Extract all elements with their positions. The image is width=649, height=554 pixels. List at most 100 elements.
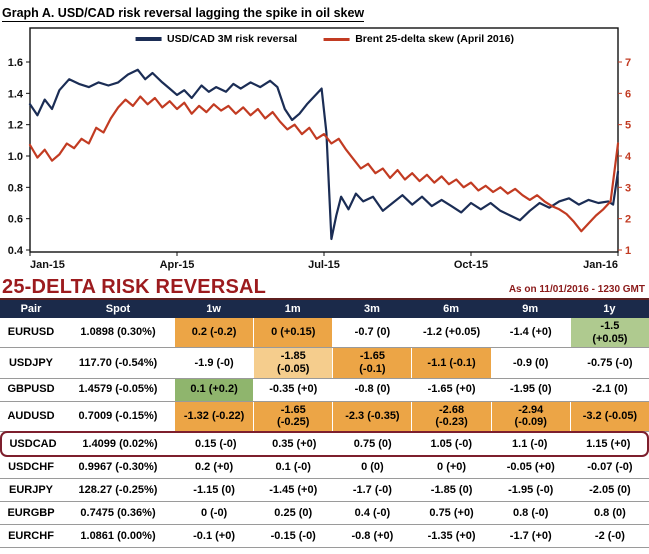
table-row-audusd[interactable]: AUDUSD 0.7009 (-0.15%) -1.32 (-0.22) -1.65 … [0, 401, 649, 432]
svg-text:Oct-15: Oct-15 [454, 259, 488, 271]
value-cell-6m: 0 (+0) [411, 455, 490, 478]
svg-text:Jan-15: Jan-15 [30, 259, 65, 271]
svg-text:5: 5 [625, 120, 631, 132]
table-row-eurchf[interactable]: EURCHF 1.0861 (0.00%) -0.1 (+0) -0.15 (-0) -… [0, 524, 649, 548]
value-cell-9m: -1.4 (+0) [490, 318, 570, 348]
brent-line-swatch-icon [323, 37, 350, 41]
value-cell-1w: -1.15 (0) [174, 478, 253, 501]
value-cell-9m: -1.7 (+0) [490, 524, 570, 547]
value-cell-6m: 0.75 (+0) [411, 501, 490, 524]
table-row-eurgbp[interactable]: EURGBP 0.7475 (0.36%) 0 (-0) 0.25 (0) 0.4 (-… [0, 501, 649, 525]
value-cell-1m: -1.65 (-0.25) [253, 401, 333, 431]
spot-cell: 1.4099 (0.02%) [82, 437, 158, 450]
value-cell-1w: 0.2 (+0) [174, 455, 253, 478]
svg-text:1.0: 1.0 [8, 151, 23, 163]
value-cell-3m: 0 (0) [332, 455, 411, 478]
section-header: 25-DELTA RISK REVERSAL As on 11/01/2016 … [0, 272, 649, 300]
usdcad-line-swatch-icon [135, 37, 162, 41]
legend-item-brent-skew: Brent 25-delta skew (April 2016) [323, 33, 514, 45]
value-cell-3m: -0.8 (0) [332, 378, 411, 401]
table-row-eurusd[interactable]: EURUSD 1.0898 (0.30%) 0.2 (-0.2) 0 (+0.15) -… [0, 318, 649, 349]
graph-title: Graph A. USD/CAD risk reversal lagging t… [2, 6, 365, 22]
svg-text:1.4: 1.4 [8, 88, 24, 100]
pair-cell: USDJPY [8, 356, 54, 369]
column-header-1m: 1m [284, 303, 301, 315]
value-cell-3m: -0.8 (+0) [332, 524, 411, 547]
pair-cell: AUDUSD [7, 409, 55, 422]
value-cell-1y: -2.05 (0) [569, 478, 649, 501]
spot-cell: 117.70 (-0.54%) [78, 356, 158, 369]
spot-cell: 0.9967 (-0.30%) [78, 460, 158, 473]
value-cell-3m: -2.3 (-0.35) [332, 401, 412, 431]
value-cell-1y: -1.5 (+0.05) [569, 318, 649, 348]
value-cell-1m: -0.35 (+0) [253, 378, 332, 401]
value-cell-1m: 0.35 (+0) [254, 432, 334, 455]
spot-cell: 128.27 (-0.25%) [78, 483, 158, 496]
svg-text:0.8: 0.8 [8, 182, 23, 194]
value-cell-1w: -1.9 (-0) [174, 348, 253, 378]
value-cell-3m: -1.7 (-0) [332, 478, 411, 501]
value-cell-3m: -0.7 (0) [332, 318, 411, 348]
value-cell-1y: -2 (-0) [569, 524, 649, 547]
column-header-1y: 1y [603, 303, 616, 315]
svg-text:0.4: 0.4 [8, 245, 24, 257]
risk-reversal-table: Pair Spot 1w 1m 3m 6m 9m 1y EURUSD 1.0898 (0.30%… [0, 300, 649, 548]
chart-svg: 0.4 0.6 0.8 1.0 1.2 1.4 1.6 1 2 3 4 5 6 7 Jan-15 Apr-15… [8, 27, 632, 271]
section-title: 25-DELTA RISK REVERSAL [2, 276, 267, 298]
spot-cell: 0.7475 (0.36%) [80, 506, 156, 519]
value-cell-6m: -1.65 (+0) [411, 378, 490, 401]
value-cell-6m: -1.2 (+0.05) [411, 318, 490, 348]
table-row-usdjpy[interactable]: USDJPY 117.70 (-0.54%) -1.9 (-0) -1.85 (-0.… [0, 348, 649, 379]
value-cell-3m: 0.75 (0) [333, 432, 412, 455]
column-header-6m: 6m [443, 303, 460, 315]
chart-area: 0.4 0.6 0.8 1.0 1.2 1.4 1.6 1 2 3 4 5 6 7 Jan-15 Apr-15… [0, 26, 649, 272]
pair-cell: GBPUSD [7, 383, 55, 396]
value-cell-1w: -1.32 (-0.22) [174, 401, 254, 431]
value-cell-6m: 1.05 (-0) [411, 432, 491, 455]
svg-text:2: 2 [625, 214, 631, 226]
value-cell-1w: 0 (-0) [174, 501, 253, 524]
value-cell-1m: 0.25 (0) [253, 501, 332, 524]
value-cell-9m: -1.95 (-0) [490, 478, 570, 501]
svg-text:1.2: 1.2 [8, 120, 23, 132]
table-row-usdchf[interactable]: USDCHF 0.9967 (-0.30%) 0.2 (+0) 0.1 (-0) 0 (… [0, 455, 649, 479]
value-cell-1y: -3.2 (-0.05) [569, 401, 649, 431]
column-header-spot: Spot [105, 303, 131, 315]
svg-text:1.6: 1.6 [8, 57, 23, 69]
value-cell-3m: 0.4 (-0) [332, 501, 411, 524]
pair-cell: USDCHF [8, 460, 54, 473]
table-row-eurjpy[interactable]: EURJPY 128.27 (-0.25%) -1.15 (0) -1.45 (+0)… [0, 478, 649, 502]
value-cell-1y: 0.8 (0) [569, 501, 649, 524]
value-cell-1m: -1.85 (-0.05) [253, 348, 333, 378]
spot-cell: 1.4579 (-0.05%) [78, 383, 158, 396]
value-cell-1m: -0.15 (-0) [253, 524, 332, 547]
svg-text:4: 4 [625, 151, 632, 163]
spot-cell: 1.0861 (0.00%) [80, 529, 156, 542]
value-cell-1y: -0.07 (-0) [569, 455, 649, 478]
value-cell-9m: 1.1 (-0) [490, 432, 569, 455]
spot-cell: 1.0898 (0.30%) [80, 326, 156, 339]
table-row-usdcad[interactable]: USDCAD 1.4099 (0.02%) 0.15 (-0) 0.35 (+0) 0.… [0, 430, 649, 457]
column-header-pair: Pair [20, 303, 42, 315]
spot-cell: 0.7009 (-0.15%) [78, 409, 158, 422]
value-cell-6m: -1.1 (-0.1) [411, 348, 491, 378]
value-cell-1y: -2.1 (0) [569, 378, 649, 401]
table-header-row: Pair Spot 1w 1m 3m 6m 9m 1y [0, 300, 649, 318]
value-cell-1y: -0.75 (-0) [569, 348, 649, 378]
value-cell-6m: -1.85 (0) [411, 478, 490, 501]
value-cell-1w: 0.1 (+0.2) [174, 378, 254, 401]
graph-title-wrap: Graph A. USD/CAD risk reversal lagging t… [0, 0, 649, 26]
table-row-gbpusd[interactable]: GBPUSD 1.4579 (-0.05%) 0.1 (+0.2) -0.35 (+0… [0, 378, 649, 402]
value-cell-1m: -1.45 (+0) [253, 478, 332, 501]
pair-cell: USDCAD [9, 437, 57, 450]
value-cell-9m: -0.05 (+0) [490, 455, 570, 478]
value-cell-9m: -0.9 (0) [490, 348, 570, 378]
svg-text:7: 7 [625, 57, 631, 69]
value-cell-9m: -1.95 (0) [490, 378, 570, 401]
svg-text:Jul-15: Jul-15 [308, 259, 340, 271]
column-header-9m: 9m [522, 303, 539, 315]
svg-text:6: 6 [625, 88, 631, 100]
column-header-3m: 3m [363, 303, 380, 315]
legend-label-brent: Brent 25-delta skew (April 2016) [355, 33, 514, 45]
